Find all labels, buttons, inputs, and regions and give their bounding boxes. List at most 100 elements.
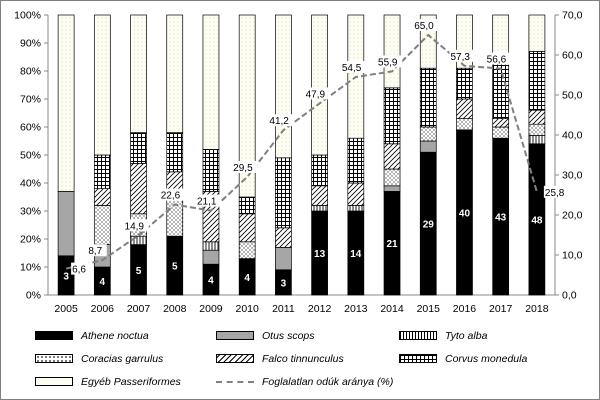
- line-label-bg: [304, 87, 330, 100]
- bar-count-label: 3: [63, 271, 69, 282]
- bar-segment: [93, 188, 111, 206]
- bar-count-label: 5: [136, 266, 142, 277]
- line-label-bg: [340, 61, 367, 73]
- legend-swatch: [35, 377, 73, 386]
- bar-segment: [528, 14, 546, 52]
- bar-segment: [419, 126, 437, 142]
- right-tick-label: 30,0: [562, 170, 583, 182]
- line-label-bg: [232, 161, 258, 173]
- left-tick-label: 60%: [20, 122, 41, 134]
- line-data-label: 25,8: [545, 188, 565, 199]
- bar-segment: [528, 109, 546, 125]
- bar-segment: [166, 14, 184, 133]
- legend-label: Corvus monedula: [445, 353, 528, 365]
- bar-count-label: 3: [281, 278, 287, 289]
- bar-count-label: 13: [314, 249, 326, 260]
- legend-label: Otus scops: [262, 330, 315, 342]
- bar-segment: [130, 132, 147, 164]
- left-tick-label: 70%: [20, 94, 41, 106]
- bar-count-label: 48: [531, 215, 543, 226]
- bar-segment: [130, 163, 147, 215]
- right-tick-label: 60,0: [562, 50, 583, 62]
- bar-segment: [202, 241, 220, 251]
- left-tick-label: 80%: [20, 66, 41, 78]
- x-tick-label: 2009: [199, 303, 223, 315]
- line-label-bg: [377, 55, 403, 68]
- bar-segment: [275, 227, 292, 248]
- x-tick-label: 2007: [127, 303, 151, 315]
- bar-segment: [419, 67, 437, 128]
- legend-line-swatch: [216, 381, 254, 383]
- bar-segment: [238, 196, 256, 215]
- right-tick-label: 70,0: [562, 10, 583, 22]
- bar-segment: [238, 213, 256, 243]
- bar-segment: [202, 14, 220, 150]
- left-tick-label: 30%: [20, 206, 41, 218]
- x-tick-label: 2008: [163, 303, 187, 315]
- x-tick-label: 2011: [272, 303, 295, 315]
- right-tick-label: 40,0: [562, 130, 583, 142]
- line-data-label: 57,3: [450, 52, 470, 63]
- line-label-bg: [71, 262, 91, 275]
- x-tick-label: 2005: [54, 303, 78, 315]
- legend-label: Tyto alba: [445, 330, 488, 342]
- legend-label: Coracias garrulus: [81, 353, 164, 365]
- line-label-bg: [87, 244, 107, 257]
- x-tick-label: 2014: [380, 303, 404, 315]
- legend-label: Egyéb Passeriformes: [81, 376, 181, 388]
- bar-segment: [202, 249, 220, 265]
- legend-swatch: [35, 331, 73, 340]
- legend-swatch: [399, 331, 437, 340]
- x-tick-label: 2017: [489, 303, 513, 315]
- bar-count-label: 5: [172, 262, 178, 273]
- bar-segment: [166, 132, 184, 173]
- bar-segment: [130, 14, 147, 133]
- legend-label: Foglalatlan odúk aránya (%): [262, 376, 394, 388]
- bar-segment: [311, 185, 328, 206]
- line-data-label: 54,5: [342, 63, 362, 74]
- left-tick-label: 90%: [20, 38, 41, 50]
- bar-segment: [238, 14, 256, 198]
- bar-segment: [492, 126, 510, 139]
- bar-segment: [275, 247, 292, 271]
- bar-segment: [347, 205, 365, 212]
- x-tick-label: 2016: [453, 303, 477, 315]
- bar-segment: [347, 182, 365, 206]
- bar-segment: [57, 191, 75, 257]
- legend-swatch: [399, 354, 437, 363]
- line-label-bg: [413, 19, 439, 31]
- bar-segment: [528, 135, 546, 145]
- bar-segment: [528, 51, 546, 111]
- left-tick-label: 20%: [20, 234, 41, 246]
- left-tick-label: 40%: [20, 178, 41, 190]
- right-tick-label: 10,0: [562, 250, 583, 262]
- line-label-bg: [123, 219, 149, 232]
- stacked-bar-chart: 0% 10% 20% 30% 40% 50% 60% 70% 80% 90% 100% 0,0 10,0…: [14, 10, 583, 316]
- bar-segment: [93, 14, 111, 156]
- bar-count-label: 43: [495, 213, 507, 224]
- bar-segment: [419, 140, 437, 153]
- bar-segment: [383, 14, 401, 89]
- legend-label: Falco tinnunculus: [262, 353, 344, 365]
- right-tick-label: 0,0: [562, 290, 577, 302]
- line-data-label: 8,7: [88, 246, 102, 257]
- line-data-label: 55,9: [378, 57, 398, 68]
- line-label-bg: [268, 114, 294, 127]
- bar-count-label: 14: [350, 249, 362, 260]
- line-data-label: 22,6: [161, 191, 181, 202]
- bar-segment: [528, 123, 546, 136]
- line-data-label: 21,1: [197, 197, 217, 208]
- legend-swatch: [35, 354, 73, 363]
- bar-segment: [311, 14, 328, 156]
- bar-segment: [492, 118, 510, 128]
- bar-segment: [311, 154, 328, 187]
- bar-segment: [456, 118, 473, 131]
- right-tick-label: 20,0: [562, 210, 583, 222]
- bar-segment: [383, 87, 401, 145]
- x-tick-label: 2015: [417, 303, 441, 315]
- line-data-label: 56,6: [487, 55, 507, 66]
- x-tick-label: 2018: [525, 303, 549, 315]
- x-tick-label: 2012: [308, 303, 332, 315]
- legend-swatch: [216, 331, 254, 340]
